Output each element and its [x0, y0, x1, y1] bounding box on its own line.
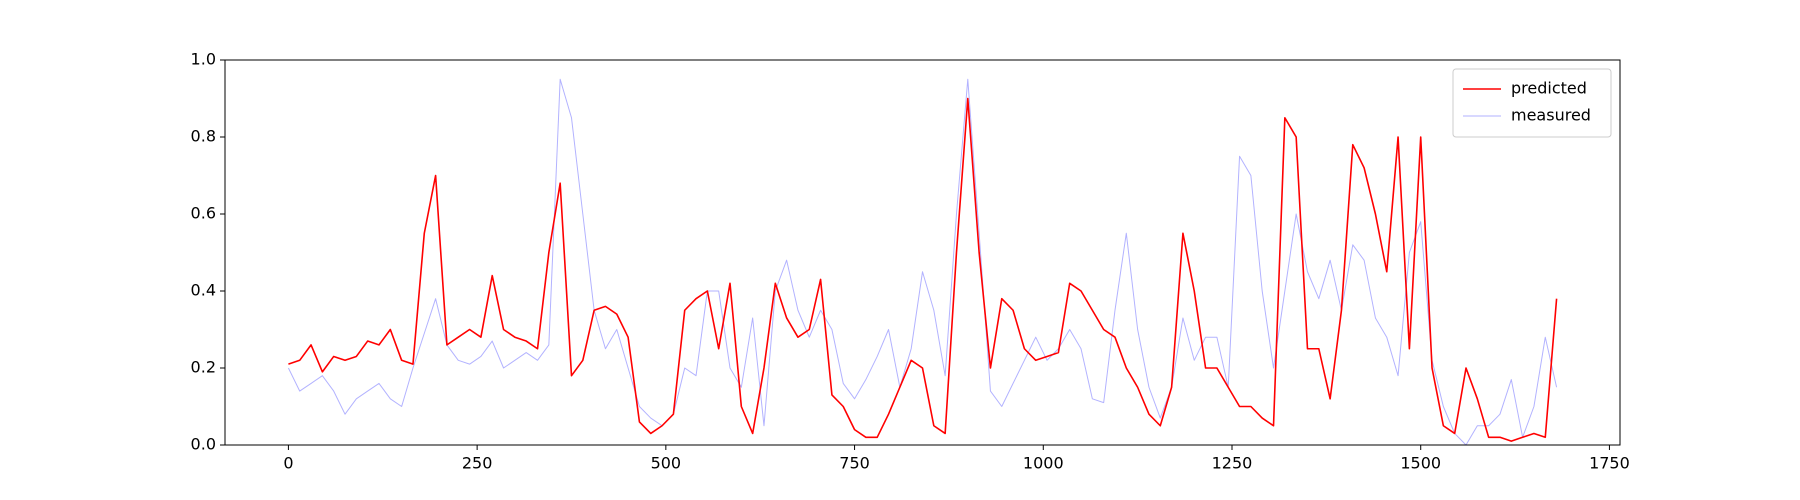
legend-label: predicted: [1511, 79, 1587, 98]
y-tick-label: 0.6: [191, 204, 216, 223]
y-tick-label: 1.0: [191, 50, 216, 69]
y-tick-label: 0.2: [191, 358, 216, 377]
x-tick-label: 250: [462, 454, 493, 473]
legend-label: measured: [1511, 106, 1591, 125]
y-tick-label: 0.0: [191, 435, 216, 454]
x-tick-label: 1000: [1023, 454, 1064, 473]
x-tick-label: 1250: [1212, 454, 1253, 473]
x-tick-label: 1750: [1589, 454, 1630, 473]
y-tick-label: 0.8: [191, 127, 216, 146]
x-tick-label: 500: [651, 454, 682, 473]
plot-frame: [224, 59, 1621, 446]
x-tick-label: 750: [839, 454, 870, 473]
legend-box: [1452, 68, 1612, 138]
x-tick-label: 1500: [1400, 454, 1441, 473]
series-line: [287, 78, 1558, 446]
x-tick-label: 0: [283, 454, 293, 473]
y-tick-label: 0.4: [191, 281, 216, 300]
series-line: [288, 97, 1558, 442]
